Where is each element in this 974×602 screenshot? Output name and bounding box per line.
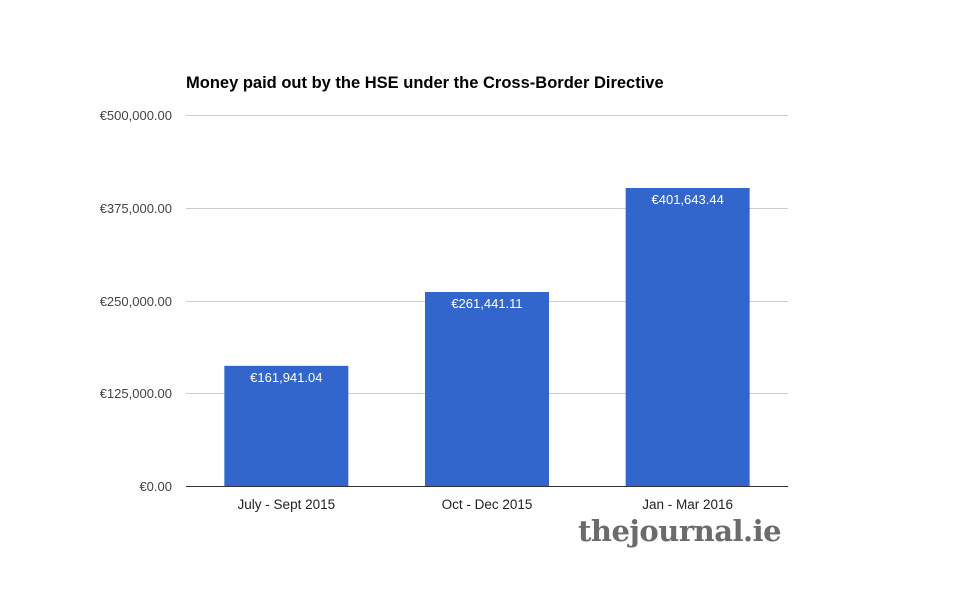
x-tick-label: Oct - Dec 2015 xyxy=(442,497,533,512)
data-label: €161,941.04 xyxy=(250,370,322,385)
y-axis: €0.00 €125,000.00 €250,000.00 €375,000.00 €5… xyxy=(100,108,172,494)
y-tick-label: €250,000.00 xyxy=(100,294,172,309)
y-tick-label: €0.00 xyxy=(139,479,172,494)
bar xyxy=(625,187,750,486)
bars: €161,941.04 €261,441.11 €401,643.44 xyxy=(224,187,750,486)
x-axis: July - Sept 2015 Oct - Dec 2015 Jan - Mar … xyxy=(186,486,788,512)
y-tick-label: €500,000.00 xyxy=(100,108,172,123)
bar xyxy=(425,292,549,486)
chart-title: Money paid out by the HSE under the Cros… xyxy=(186,74,664,92)
data-label: €261,441.11 xyxy=(451,296,522,311)
y-tick-label: €375,000.00 xyxy=(100,201,172,216)
x-tick-label: Jan - Mar 2016 xyxy=(642,497,733,512)
x-tick-label: July - Sept 2015 xyxy=(238,497,336,512)
y-tick-label: €125,000.00 xyxy=(100,386,172,401)
data-label: €401,643.44 xyxy=(652,192,724,207)
bar xyxy=(224,365,349,486)
watermark-logo: thejournal.ie xyxy=(578,514,782,548)
